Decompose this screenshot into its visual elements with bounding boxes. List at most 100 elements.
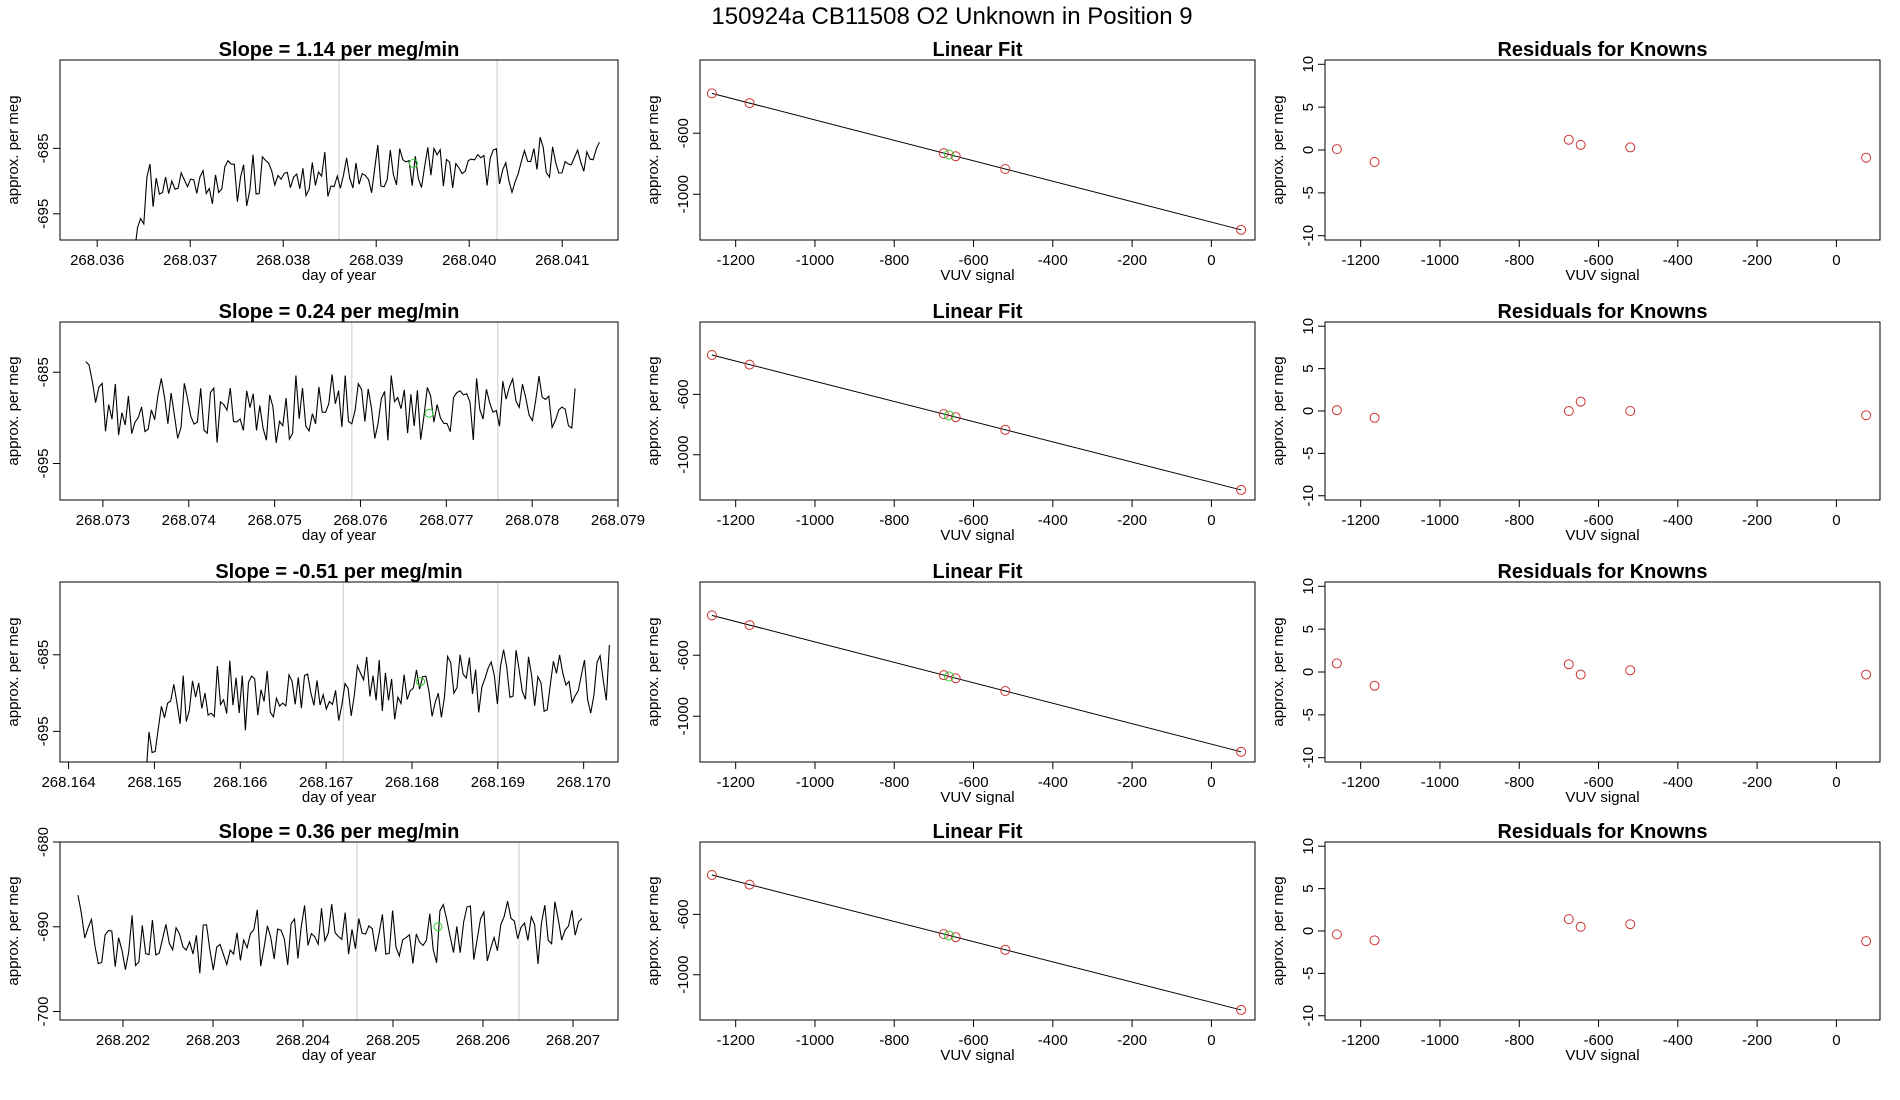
x-tick-label: 0	[1832, 1032, 1840, 1049]
x-tick-label: 268.075	[247, 512, 301, 529]
y-tick-label: -1000	[675, 956, 692, 994]
plot-area	[706, 350, 1247, 495]
plot-frame	[1324, 59, 1881, 241]
x-tick-label: 268.040	[442, 252, 496, 269]
plot-frame	[1324, 581, 1881, 763]
x-tick-label: 268.073	[76, 512, 130, 529]
y-tick-label: 0	[1300, 668, 1317, 676]
x-tick-label: -1000	[796, 1032, 834, 1049]
x-tick-label: -400	[1663, 774, 1693, 791]
x-tick-label: 268.167	[299, 774, 353, 791]
unknown-point	[943, 930, 954, 941]
plot-area	[135, 137, 600, 240]
x-tick-label: -1200	[1341, 774, 1379, 791]
y-tick-label: -600	[675, 379, 692, 409]
residual-point	[1575, 669, 1586, 680]
x-tick-label: -600	[959, 774, 989, 791]
panel-linear-fit-4: Linear Fit -1200 -1000 -800 -600 -400 -200 0 -60…	[645, 821, 1256, 1064]
fit-line	[711, 614, 1242, 753]
x-tick-label: 268.076	[333, 512, 387, 529]
y-tick-label: -5	[1300, 447, 1317, 460]
residual-point	[1563, 659, 1574, 670]
y-tick-label: -700	[35, 997, 52, 1027]
x-axis-label: VUV signal	[940, 527, 1014, 544]
x-tick-label: -400	[1038, 252, 1068, 269]
y-tick-label: -680	[35, 827, 52, 857]
fit-line	[711, 874, 1242, 1011]
y-tick-label: -695	[35, 448, 52, 478]
x-tick-label: -800	[879, 252, 909, 269]
residual-point	[1331, 405, 1342, 416]
plot-area	[85, 361, 576, 443]
x-tick-label: 268.170	[557, 774, 611, 791]
y-tick-label: -10	[1300, 485, 1317, 507]
known-point	[1000, 686, 1011, 697]
x-tick-label: -800	[879, 774, 909, 791]
time-series-trace	[146, 644, 610, 762]
y-axis-label: approx. per meg	[5, 617, 22, 726]
y-tick-label: -10	[1300, 225, 1317, 247]
x-tick-label: -200	[1742, 252, 1772, 269]
y-axis-label: approx. per meg	[645, 876, 662, 985]
x-tick-label: 268.204	[276, 1032, 330, 1049]
x-tick-label: 0	[1207, 512, 1215, 529]
x-tick-label: -200	[1117, 512, 1147, 529]
residual-point	[1563, 914, 1574, 925]
residual-point	[1331, 929, 1342, 940]
x-tick-label: -1000	[1421, 1032, 1459, 1049]
panel-time-series-2: Slope = 0.24 per meg/min 268.073 268.074 26…	[5, 301, 645, 544]
known-point	[706, 870, 717, 881]
plot-frame	[59, 841, 619, 1021]
known-point	[744, 879, 755, 890]
known-point	[938, 670, 949, 681]
x-tick-label: -1200	[1341, 512, 1379, 529]
panel-title: Residuals for Knowns	[1497, 301, 1707, 323]
x-tick-label: 0	[1207, 252, 1215, 269]
plot-frame	[59, 59, 619, 241]
x-tick-label: -1200	[716, 1032, 754, 1049]
y-tick-label: -10	[1300, 747, 1317, 769]
panel-title: Linear Fit	[932, 821, 1022, 843]
plot-frame	[699, 321, 1256, 501]
y-tick-label: -600	[675, 899, 692, 929]
x-tick-label: 268.074	[162, 512, 216, 529]
known-point	[938, 409, 949, 420]
residual-point	[1563, 406, 1574, 416]
x-axis-label: VUV signal	[940, 789, 1014, 806]
known-point	[744, 620, 755, 631]
x-tick-label: -1000	[1421, 252, 1459, 269]
plot-area	[1331, 658, 1872, 691]
x-tick-label: -800	[1504, 252, 1534, 269]
x-tick-label: 268.202	[96, 1032, 150, 1049]
x-tick-label: 0	[1832, 774, 1840, 791]
y-tick-label: -695	[35, 199, 52, 229]
x-tick-label: -1000	[796, 252, 834, 269]
x-tick-label: -600	[1584, 512, 1614, 529]
x-tick-label: 268.207	[546, 1032, 600, 1049]
time-series-trace	[85, 361, 576, 443]
x-axis-label: VUV signal	[1565, 1047, 1639, 1064]
x-tick-label: -400	[1663, 252, 1693, 269]
x-tick-label: -200	[1742, 774, 1772, 791]
x-tick-label: 268.041	[535, 252, 589, 269]
y-tick-label: -600	[675, 118, 692, 148]
x-axis-label: VUV signal	[1565, 789, 1639, 806]
panel-time-series-3: Slope = -0.51 per meg/min 268.164 268.165 2…	[5, 561, 619, 806]
plot-frame	[1324, 321, 1881, 501]
figure-title: 150924a CB11508 O2 Unknown in Position 9	[711, 3, 1192, 30]
y-tick-label: -10	[1300, 1005, 1317, 1027]
x-tick-label: -600	[1584, 1032, 1614, 1049]
x-axis-label: VUV signal	[940, 1047, 1014, 1064]
x-tick-label: 268.036	[70, 252, 124, 269]
panel-residuals-4: Residuals for Knowns-1200 -1000 -800 -600 -4…	[1270, 821, 1881, 1064]
x-axis-label: day of year	[302, 267, 376, 284]
panel-title: Residuals for Knowns	[1497, 821, 1707, 843]
plot-area	[706, 610, 1247, 757]
y-tick-label: 10	[1300, 578, 1317, 595]
plot-area	[706, 870, 1247, 1015]
y-axis-label: approx. per meg	[5, 95, 22, 204]
panel-grid: Slope = 1.14 per meg/min 268.036 268.037 26…	[5, 39, 1881, 1064]
x-tick-label: 268.164	[41, 774, 95, 791]
x-tick-label: 268.165	[127, 774, 181, 791]
